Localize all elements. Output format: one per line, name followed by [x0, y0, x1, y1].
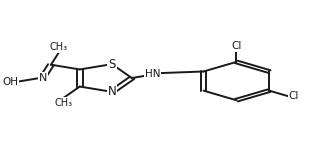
Text: S: S [108, 58, 116, 71]
Text: OH: OH [2, 77, 18, 87]
Text: N: N [107, 85, 116, 98]
Text: HN: HN [145, 69, 160, 79]
Text: Cl: Cl [231, 41, 242, 51]
Text: CH₃: CH₃ [50, 42, 68, 52]
Text: Cl: Cl [289, 91, 299, 101]
Text: N: N [38, 73, 47, 83]
Text: CH₃: CH₃ [55, 98, 73, 108]
